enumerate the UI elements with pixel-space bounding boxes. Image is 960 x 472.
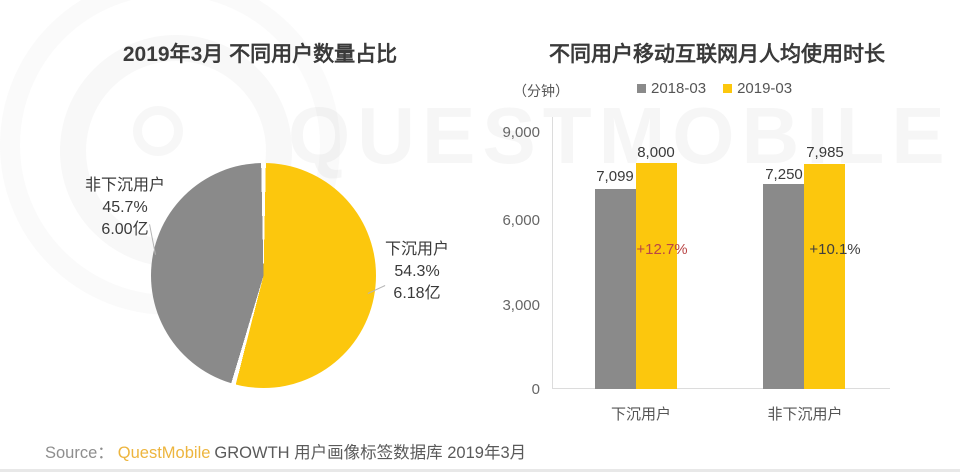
pie-label-name: 非下沉用户 bbox=[84, 177, 165, 194]
pie-label-scale: 6.18亿 bbox=[393, 285, 441, 302]
source-line: Source： QuestMobile GROWTH 用户画像标签数据库 2019年… bbox=[45, 439, 526, 463]
source-brand: QuestMobile bbox=[117, 444, 211, 462]
source-label: Source： bbox=[45, 444, 114, 462]
x-category-sinking-users: 下沉用户 bbox=[610, 406, 671, 423]
watermark-logo-ring-inner bbox=[133, 106, 183, 156]
bar-chart-title: 不同用户移动互联网月人均使用时长 bbox=[549, 43, 885, 66]
y-tick-0: 0 bbox=[531, 381, 540, 398]
x-category-non-sinking-users: 非下沉用户 bbox=[767, 406, 843, 423]
growth-label-sinking: +12.7% bbox=[636, 241, 688, 258]
growth-label-non-sinking: +10.1% bbox=[809, 241, 861, 258]
pie-chart bbox=[151, 163, 376, 388]
legend-swatch-2019-icon bbox=[723, 84, 733, 93]
y-tick-9000: 9,000 bbox=[502, 124, 540, 141]
legend-swatch-2018-icon bbox=[637, 84, 646, 93]
value-label-sinking-2019: 8,000 bbox=[637, 144, 675, 161]
pie-label-scale: 6.00亿 bbox=[101, 221, 149, 238]
bottom-divider bbox=[0, 469, 960, 472]
y-tick-6000: 6,000 bbox=[502, 212, 540, 229]
source-text: GROWTH 用户画像标签数据库 2019年3月 bbox=[214, 444, 527, 462]
value-label-non-sinking-2018: 7,250 bbox=[765, 166, 803, 183]
pie-label-name: 下沉用户 bbox=[384, 241, 449, 258]
bar-sinking-2018 bbox=[595, 188, 636, 389]
bar-non-sinking-2019 bbox=[804, 163, 845, 389]
y-axis-unit-label: （分钟） bbox=[513, 83, 569, 99]
bar-non-sinking-2018 bbox=[763, 184, 804, 389]
pie-label-sinking-users: 下沉用户 54.3% 6.18亿 bbox=[342, 239, 492, 305]
legend-item-2018: 2018-03 bbox=[637, 80, 706, 97]
y-tick-3000: 3,000 bbox=[502, 297, 540, 314]
pie-label-percent: 54.3% bbox=[394, 263, 440, 280]
legend: 2018-03 2019-03 bbox=[637, 80, 792, 97]
legend-label-2018: 2018-03 bbox=[651, 80, 707, 97]
x-axis-line bbox=[552, 388, 890, 389]
legend-label-2019: 2019-03 bbox=[737, 80, 793, 97]
pie-label-percent: 45.7% bbox=[102, 199, 148, 216]
pie-chart-title: 2019年3月 不同用户数量占比 bbox=[122, 43, 398, 66]
value-label-non-sinking-2019: 7,985 bbox=[806, 144, 844, 161]
y-axis-line bbox=[552, 117, 553, 389]
value-label-sinking-2018: 7,099 bbox=[596, 168, 634, 185]
pie-label-non-sinking-users: 非下沉用户 45.7% 6.00亿 bbox=[50, 175, 200, 241]
bar-sinking-2019 bbox=[636, 163, 677, 389]
legend-item-2019: 2019-03 bbox=[723, 80, 792, 97]
